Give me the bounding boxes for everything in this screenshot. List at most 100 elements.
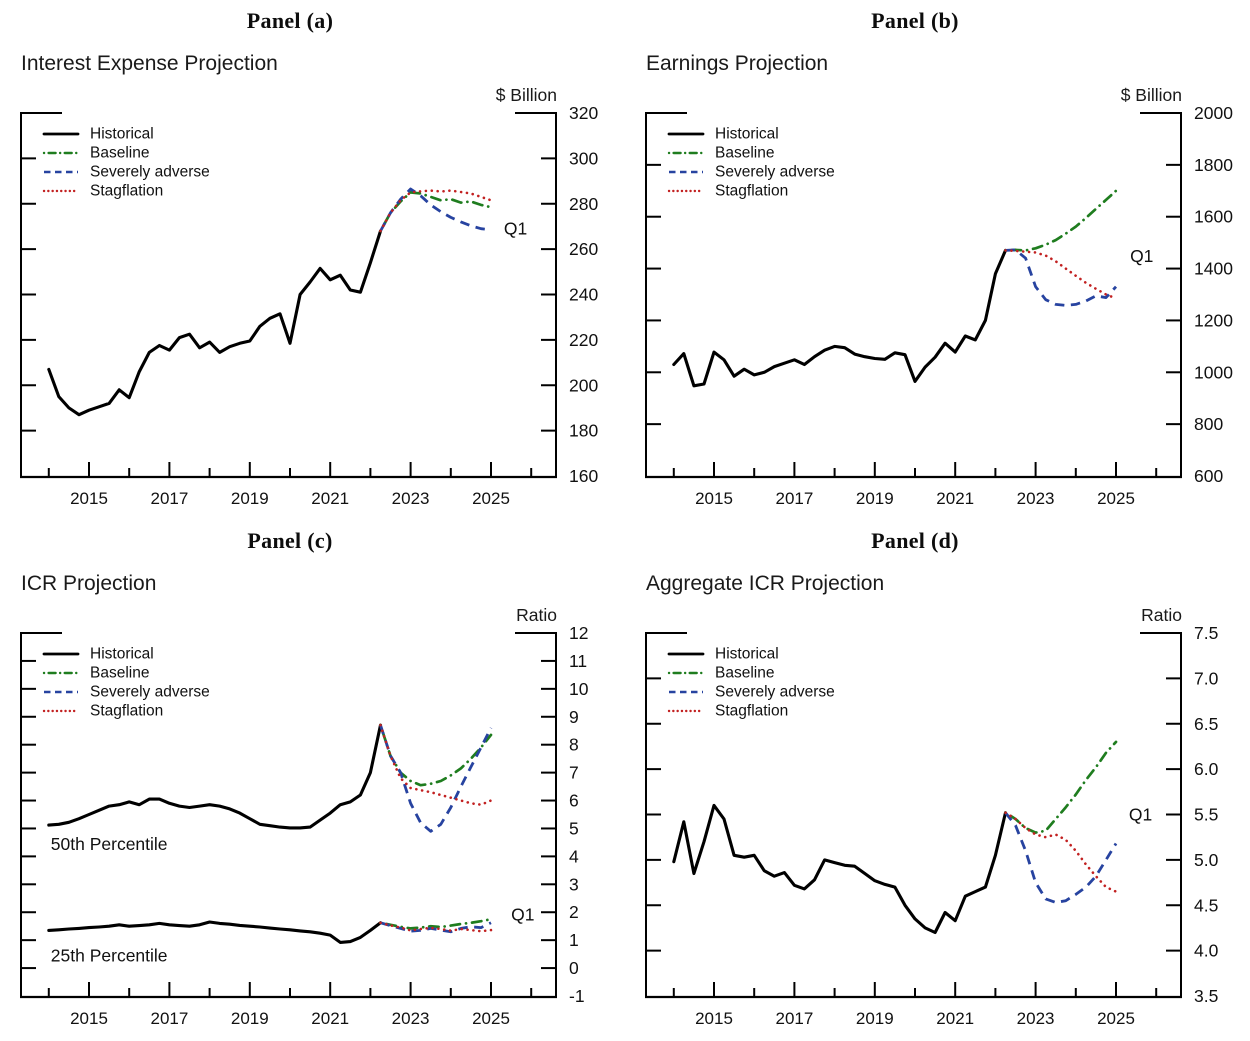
svg-text:2015: 2015 [695,1009,733,1028]
svg-text:800: 800 [1194,414,1223,434]
svg-text:220: 220 [569,330,598,350]
series-historical [47,723,383,830]
svg-text:1: 1 [569,930,579,950]
svg-text:5: 5 [569,818,579,838]
annotation-25th-percentile: 25th Percentile [51,946,168,966]
x-axis-ticks [47,462,533,476]
svg-text:2023: 2023 [1017,489,1055,508]
svg-text:10: 10 [569,679,589,699]
svg-text:2017: 2017 [150,489,188,508]
panel-d: Panel (d) Aggregate ICR Projection Ratio… [625,520,1250,1041]
x-axis-ticks [672,462,1158,476]
series-baseline [379,723,493,787]
svg-text:200: 200 [569,375,598,395]
svg-text:2019: 2019 [231,489,269,508]
svg-text:260: 260 [569,239,598,259]
svg-text:2015: 2015 [70,489,108,508]
series-stagflation [1004,249,1118,300]
svg-text:1800: 1800 [1194,155,1233,175]
panel-d-label: Panel (d) [871,528,959,553]
series-group [672,740,1118,935]
series-group [672,189,1118,388]
series-severely_adverse-2 [380,921,492,934]
legend: Historical Baseline Severely adverse Stagfl… [667,646,835,720]
svg-text:7.5: 7.5 [1194,623,1218,643]
svg-text:300: 300 [569,148,598,168]
y-axis-ticks [21,659,556,970]
svg-text:1600: 1600 [1194,207,1233,227]
y-axis-ticks [21,157,556,432]
svg-text:5.5: 5.5 [1194,805,1218,825]
panel-a: Panel (a) Interest Expense Projection $ … [0,0,625,521]
svg-text:6.0: 6.0 [1194,759,1219,779]
legend: Historical Baseline Severely adverse Stagfl… [42,126,210,200]
y-axis-ticks [646,677,1181,952]
series-historical [47,229,383,417]
x-axis-ticks [47,982,533,996]
panel-b: Panel (b) Earnings Projection $ Billion … [625,0,1250,521]
svg-text:2017: 2017 [150,1009,188,1028]
svg-text:2021: 2021 [311,489,349,508]
x-axis-labels: 2015 2017 2019 2021 2023 2025 [695,1009,1135,1028]
annotation-50th-percentile: 50th Percentile [51,834,168,854]
svg-text:2: 2 [569,902,579,922]
svg-text:2015: 2015 [695,489,733,508]
svg-text:8: 8 [569,735,579,755]
legend-label: Historical [90,646,154,663]
series-baseline [379,191,493,233]
y-axis-labels: 3.5 4.0 4.5 5.0 5.5 6.0 6.5 7.0 7.5 [1194,623,1219,1006]
svg-text:600: 600 [1194,466,1223,486]
svg-text:7: 7 [569,763,579,783]
panel-c-label: Panel (c) [247,528,333,553]
legend-label: Historical [715,646,779,663]
svg-text:2015: 2015 [70,1009,108,1028]
svg-text:1000: 1000 [1194,362,1233,382]
svg-text:5.0: 5.0 [1194,850,1219,870]
svg-text:6.5: 6.5 [1194,714,1218,734]
annotations: Q1 [1130,246,1153,266]
series-baseline [1004,740,1118,834]
svg-text:11: 11 [569,651,587,671]
x-axis-labels: 2015 2017 2019 2021 2023 2025 [70,1009,510,1028]
svg-text:2025: 2025 [472,1009,510,1028]
panel-c-unit-label: Ratio [516,605,557,625]
legend-label: Stagflation [90,703,163,720]
panel-d-unit-label: Ratio [1141,605,1182,625]
panel-a-unit-label: $ Billion [495,85,557,105]
svg-text:2021: 2021 [936,489,974,508]
svg-text:3: 3 [569,874,579,894]
series-stagflation [1004,811,1118,893]
panel-b-unit-label: $ Billion [1120,85,1182,105]
series-historical [672,248,1008,388]
legend-label: Stagflation [715,703,788,720]
series-severely_adverse [379,724,493,833]
series-group [47,187,493,417]
legend-label: Baseline [715,665,774,682]
panel-b-chart-title: Earnings Projection [646,52,829,75]
legend-label: Historical [90,126,154,143]
x-axis-labels: 2015 2017 2019 2021 2023 2025 [70,489,510,508]
annotation-q1: Q1 [504,219,527,239]
annotations: Q1 [504,219,527,239]
legend-label: Stagflation [715,183,788,200]
panel-d-chart-title: Aggregate ICR Projection [646,572,885,595]
series-severely_adverse [1004,811,1118,904]
svg-text:2019: 2019 [856,1009,894,1028]
panel-b-label: Panel (b) [871,8,959,33]
y-axis-ticks [646,163,1181,426]
panel-a-chart-title: Interest Expense Projection [21,52,278,75]
series-stagflation [379,723,493,807]
svg-text:2025: 2025 [1097,1009,1135,1028]
legend-label: Stagflation [90,183,163,200]
legend-label: Baseline [90,665,149,682]
series-historical-2 [47,920,383,944]
x-axis-ticks [672,982,1158,996]
series-severely_adverse [379,187,492,232]
svg-text:3.5: 3.5 [1194,986,1218,1006]
series-baseline-2 [379,917,493,930]
